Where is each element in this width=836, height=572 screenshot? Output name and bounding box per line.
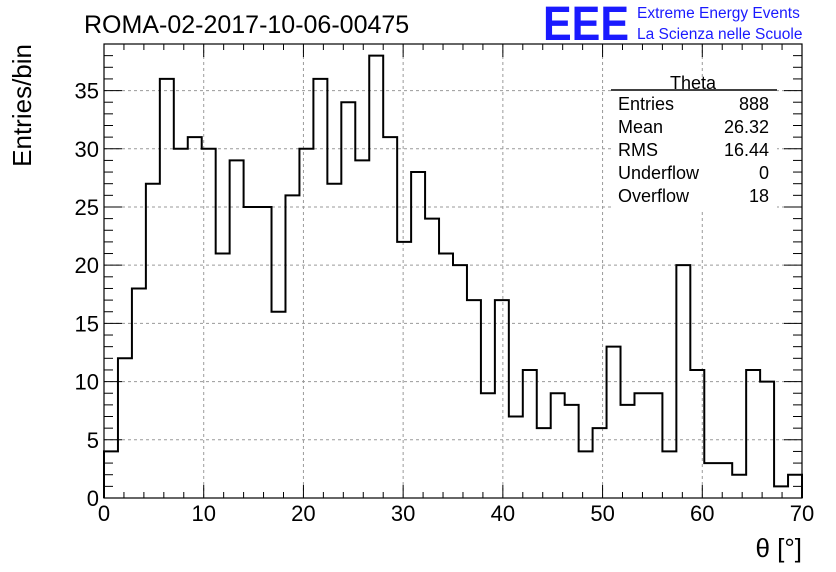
stats-row-value: 16.44 xyxy=(724,140,769,160)
stats-row-label: Mean xyxy=(618,117,663,137)
histogram-bin xyxy=(425,219,439,498)
stats-row-value: 26.32 xyxy=(724,117,769,137)
histogram-bin xyxy=(411,172,425,498)
histogram-bin xyxy=(565,405,579,498)
histogram-bin xyxy=(272,312,286,498)
histogram-bin xyxy=(481,393,495,498)
histogram-bin xyxy=(355,160,369,498)
histogram-bin xyxy=(146,184,160,498)
histogram-bin xyxy=(718,463,732,498)
stats-row-value: 18 xyxy=(749,186,769,206)
stats-title: Theta xyxy=(670,73,717,93)
y-tick-label: 30 xyxy=(75,137,99,162)
histogram-bin xyxy=(467,300,481,498)
histogram-bin xyxy=(397,242,411,498)
y-tick-label: 25 xyxy=(75,195,99,220)
axis-ticks xyxy=(103,43,803,499)
histogram-bin xyxy=(439,254,453,498)
stats-row-value: 0 xyxy=(759,163,769,183)
histogram-bin xyxy=(160,79,174,498)
histogram-bin xyxy=(369,56,383,498)
plot-frame xyxy=(103,43,803,499)
histogram-bin xyxy=(188,137,202,498)
y-tick-label: 0 xyxy=(87,486,99,511)
histogram-bin xyxy=(285,195,299,498)
x-axis-title: θ [°] xyxy=(755,533,802,563)
y-tick-label: 20 xyxy=(75,253,99,278)
y-axis-title: Entries/bin xyxy=(7,44,37,167)
histogram-bin xyxy=(634,393,648,498)
histogram-outline xyxy=(103,54,803,498)
x-tick-label: 70 xyxy=(790,501,814,526)
histogram-bin xyxy=(341,102,355,498)
histogram-bin xyxy=(327,184,341,498)
histogram-series xyxy=(103,54,803,498)
histogram-bin xyxy=(732,475,746,498)
histogram-bin xyxy=(593,428,607,498)
x-tick-label: 20 xyxy=(291,501,315,526)
stats-box: Theta Entries 888 Mean 26.32 RMS 16.44 Underfl… xyxy=(611,73,777,212)
histogram-bin xyxy=(216,254,230,498)
histogram-bin xyxy=(662,451,676,498)
eee-logo: EEE Extreme Energy Events La Scienza nel… xyxy=(543,0,802,51)
histogram-bin xyxy=(523,370,537,498)
y-tick-label: 35 xyxy=(75,79,99,104)
histogram-bin xyxy=(746,370,760,498)
stats-row-label: Overflow xyxy=(618,186,690,206)
y-tick-label: 15 xyxy=(75,311,99,336)
x-tick-label: 60 xyxy=(690,501,714,526)
histogram-bin xyxy=(579,451,593,498)
histogram-bin xyxy=(313,79,327,498)
histogram-bin xyxy=(299,149,313,498)
histogram-bin xyxy=(132,288,146,498)
x-tick-label: 50 xyxy=(590,501,614,526)
histogram-bin xyxy=(509,417,523,498)
histogram-bin xyxy=(774,486,788,498)
y-tick-label: 10 xyxy=(75,370,99,395)
y-tick-labels: 0 5 10 15 20 25 30 35 xyxy=(75,79,99,511)
stats-row-value: 888 xyxy=(739,94,769,114)
stats-row-label: Underflow xyxy=(618,163,700,183)
logo-line-1: Extreme Energy Events xyxy=(637,5,800,22)
histogram-bin xyxy=(648,393,662,498)
histogram-bin xyxy=(607,347,621,498)
histogram-bin xyxy=(383,137,397,498)
stats-rows: Entries 888 Mean 26.32 RMS 16.44 Underflow 0 Ove… xyxy=(618,94,769,206)
x-tick-label: 10 xyxy=(191,501,215,526)
histogram-bin xyxy=(244,207,258,498)
histogram-bin xyxy=(258,207,272,498)
x-tick-label: 40 xyxy=(491,501,515,526)
histogram-bin xyxy=(118,358,132,498)
histogram-bin xyxy=(174,149,188,498)
histogram-bin xyxy=(230,160,244,498)
stats-row-label: RMS xyxy=(618,140,658,160)
chart-title: ROMA-02-2017-10-06-00475 xyxy=(84,11,409,39)
histogram-bin xyxy=(537,428,551,498)
histogram-bin xyxy=(621,405,635,498)
histogram-bin xyxy=(551,393,565,498)
y-tick-label: 5 xyxy=(87,428,99,453)
histogram-bin xyxy=(704,463,718,498)
logo-line-2: La Scienza nelle Scuole xyxy=(637,26,802,43)
stats-row-label: Entries xyxy=(618,94,674,114)
logo-mark: EEE xyxy=(543,0,629,51)
x-tick-label: 30 xyxy=(391,501,415,526)
histogram-bin xyxy=(495,300,509,498)
x-tick-label: 0 xyxy=(98,501,110,526)
x-tick-labels: 0 10 20 30 40 50 60 70 xyxy=(98,501,814,526)
stats-box-background xyxy=(611,78,777,212)
